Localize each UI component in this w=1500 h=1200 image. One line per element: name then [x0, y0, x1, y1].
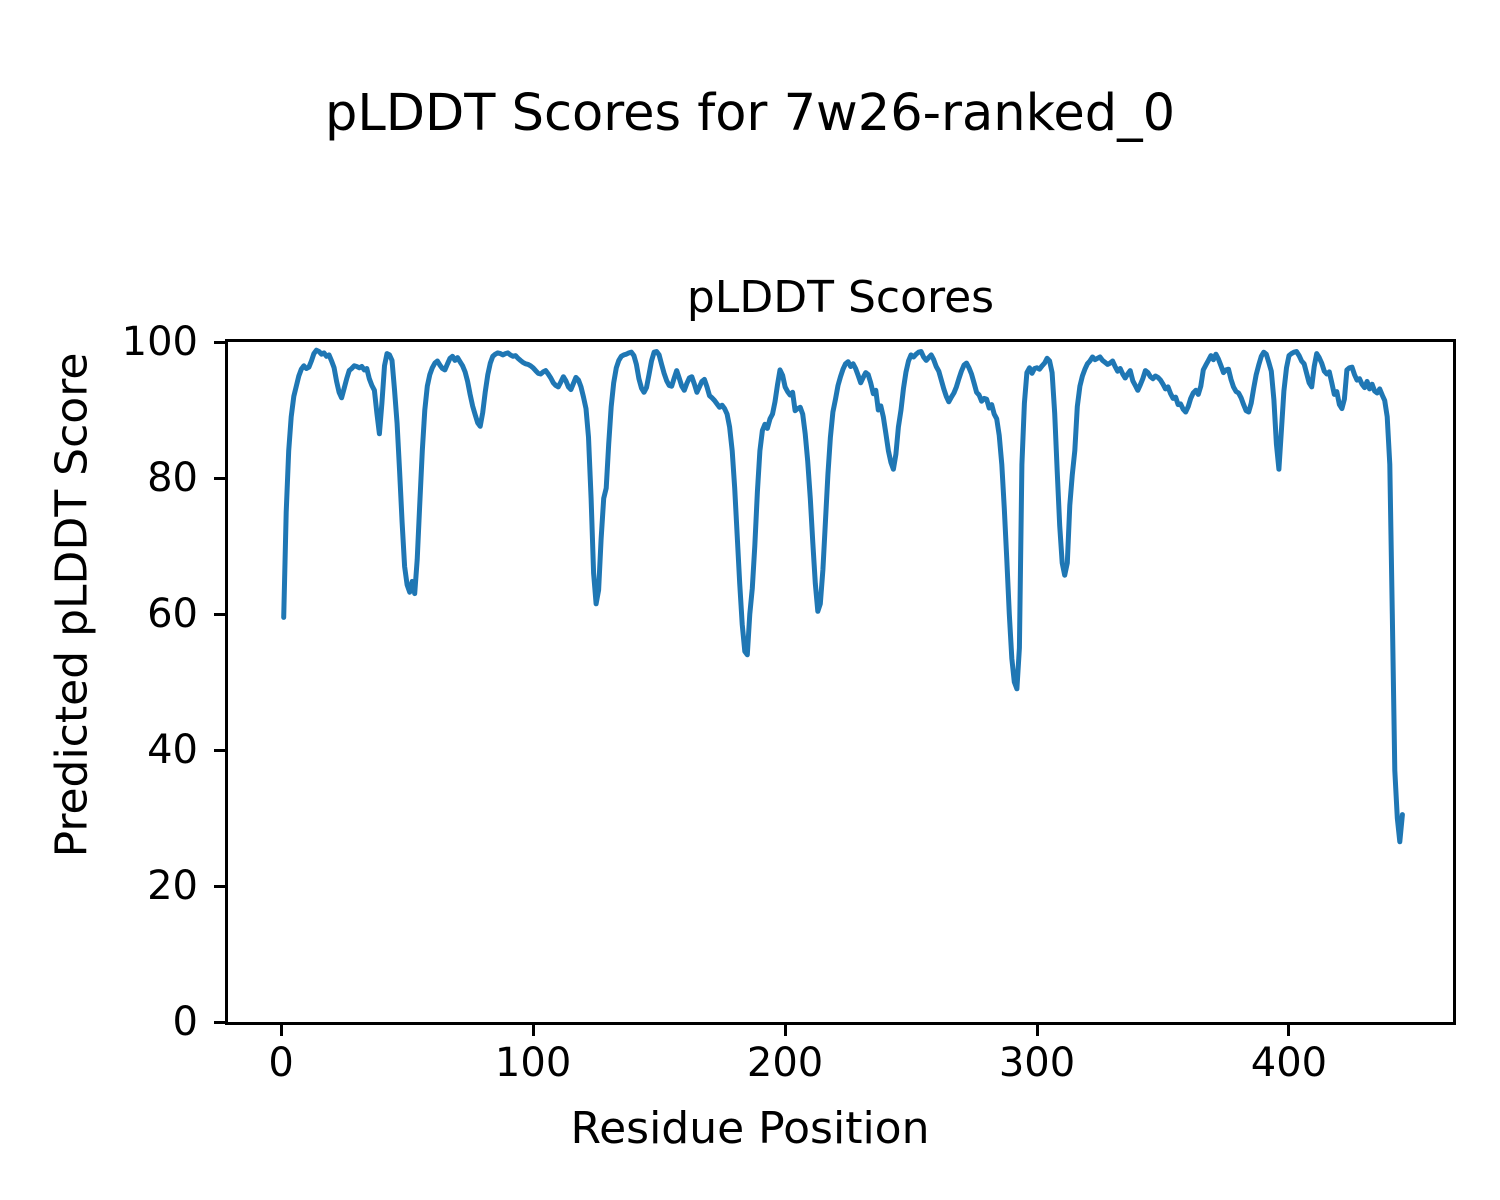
- x-tick-label: 200: [746, 1040, 824, 1086]
- x-axis-label: Residue Position: [570, 1103, 930, 1154]
- y-tick-label: 0: [172, 999, 198, 1045]
- x-tick-mark: [1287, 1025, 1291, 1036]
- x-tick-label: 300: [998, 1040, 1076, 1086]
- axes-title: pLDDT Scores: [686, 272, 995, 323]
- x-tick-label: 100: [494, 1040, 572, 1086]
- y-tick-label: 40: [147, 727, 198, 773]
- y-tick-label: 20: [147, 863, 198, 909]
- figure-title: pLDDT Scores for 7w26-ranked_0: [324, 84, 1176, 143]
- y-tick-mark: [214, 612, 225, 616]
- y-tick-mark: [214, 340, 225, 344]
- x-tick-mark: [783, 1025, 787, 1036]
- plddt-line-svg: [281, 347, 1405, 845]
- y-tick-label: 100: [121, 319, 198, 365]
- y-tick-mark: [214, 884, 225, 888]
- x-tick-mark: [279, 1025, 283, 1036]
- y-tick-label: 60: [147, 591, 198, 637]
- x-tick-label: 400: [1250, 1040, 1328, 1086]
- y-tick-mark: [214, 748, 225, 752]
- plot-area: [225, 339, 1456, 1025]
- y-tick-mark: [214, 1020, 225, 1024]
- y-tick-label: 80: [147, 455, 198, 501]
- x-tick-label: 0: [268, 1040, 294, 1086]
- x-tick-mark: [1035, 1025, 1039, 1036]
- y-axis-label-text: Predicted pLDDT Score: [46, 352, 98, 858]
- plddt-line: [281, 347, 1405, 845]
- x-tick-mark: [531, 1025, 535, 1036]
- y-tick-mark: [214, 476, 225, 480]
